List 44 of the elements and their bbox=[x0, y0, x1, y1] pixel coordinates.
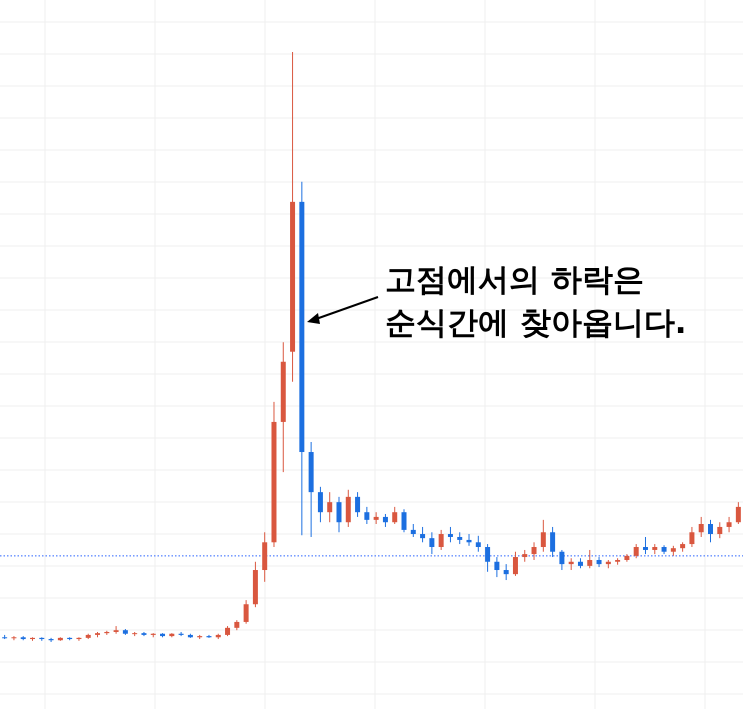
candlestick bbox=[448, 526, 453, 543]
candlestick bbox=[578, 558, 583, 569]
candlestick bbox=[698, 516, 704, 538]
candlestick bbox=[402, 508, 407, 533]
candlestick bbox=[336, 496, 342, 533]
candlestick bbox=[504, 564, 509, 581]
candlestick bbox=[522, 549, 528, 562]
candlestick bbox=[457, 532, 462, 545]
candlestick bbox=[596, 556, 602, 568]
candlestick bbox=[318, 486, 323, 523]
candlestick bbox=[410, 524, 416, 538]
candlestick bbox=[540, 519, 546, 552]
candlestick bbox=[438, 529, 444, 550]
candlestick bbox=[466, 534, 472, 546]
candlestick bbox=[708, 519, 713, 543]
candlestick bbox=[512, 551, 518, 576]
candlestick bbox=[494, 556, 500, 578]
candlestick bbox=[634, 544, 639, 559]
candlestick bbox=[680, 542, 686, 552]
candlestick bbox=[670, 545, 676, 556]
candlestick bbox=[559, 549, 564, 571]
candlestick bbox=[374, 512, 379, 524]
candlestick bbox=[392, 506, 398, 524]
candlestick bbox=[420, 526, 426, 543]
candlestick bbox=[736, 502, 741, 524]
candlestick bbox=[532, 542, 537, 560]
candlestick bbox=[225, 626, 230, 637]
candlestick bbox=[476, 535, 481, 552]
candlestick bbox=[485, 544, 490, 572]
candlestick bbox=[726, 516, 732, 533]
annotation: 고점에서의 하락은 순식간에 찾아옵니다. bbox=[385, 262, 687, 341]
candlestick bbox=[382, 513, 388, 528]
candlestick bbox=[364, 506, 370, 524]
candlestick bbox=[550, 526, 556, 558]
candlestick bbox=[652, 544, 658, 555]
candlestick bbox=[244, 600, 249, 624]
candlestick bbox=[587, 549, 592, 569]
candlestick bbox=[429, 532, 434, 555]
candlestick bbox=[327, 492, 332, 523]
candlestick bbox=[689, 526, 694, 548]
candlestick bbox=[717, 522, 722, 539]
candlestick bbox=[642, 536, 648, 555]
candlestick bbox=[234, 620, 240, 631]
candlestick bbox=[355, 492, 360, 518]
